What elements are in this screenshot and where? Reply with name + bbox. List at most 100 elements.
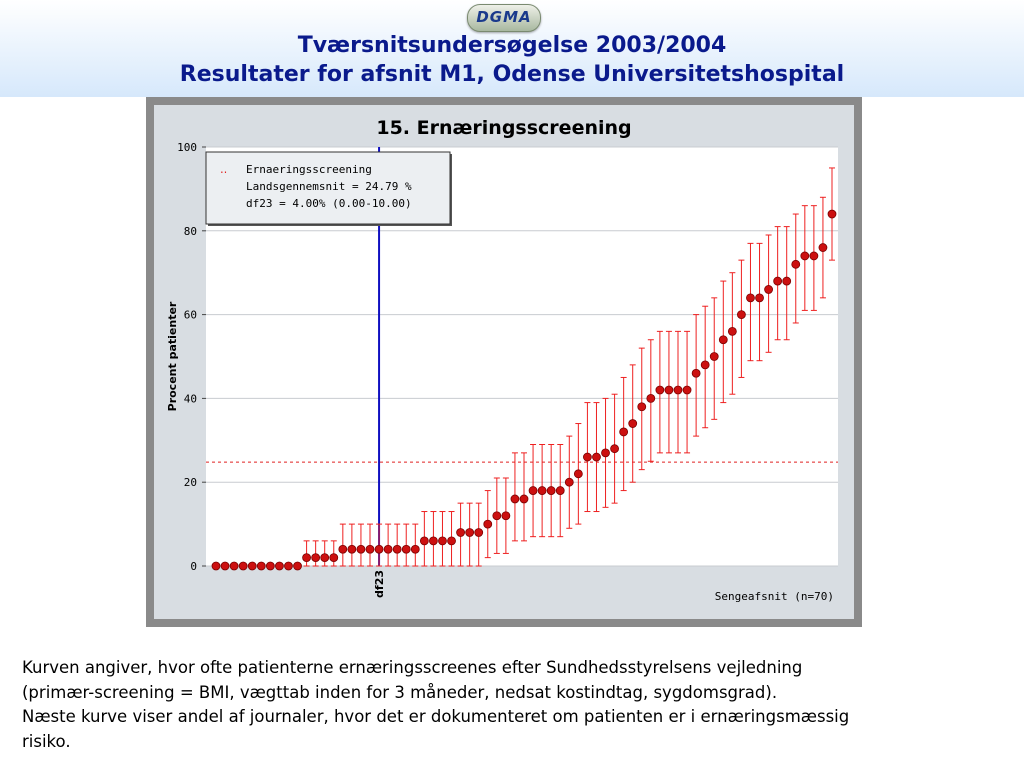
data-point	[456, 528, 465, 537]
dgma-logo: DGMA	[467, 4, 541, 32]
caption: Kurven angiver, hvor ofte patienterne er…	[22, 656, 1022, 754]
data-point	[809, 251, 819, 261]
data-point	[773, 276, 783, 286]
caption-line-4: risiko.	[22, 731, 71, 751]
y-tick-label: 80	[184, 225, 197, 238]
data-point	[782, 276, 792, 286]
data-point	[746, 293, 755, 303]
data-point	[374, 544, 384, 554]
data-point	[419, 536, 429, 546]
data-point	[220, 561, 230, 571]
data-point	[492, 511, 502, 521]
data-point	[519, 494, 529, 504]
data-point	[383, 544, 393, 554]
data-point	[546, 486, 556, 495]
data-point	[410, 544, 420, 554]
data-point	[664, 385, 674, 395]
data-point	[818, 243, 828, 252]
legend-dotted-marker: ․․	[220, 163, 227, 176]
legend: ․․ Ernaeringsscreening Landsgennemsnit =…	[205, 151, 452, 226]
chart-panel: 15. Ernæringsscreening 0 20 40 60 80 100 Proc…	[154, 105, 854, 619]
data-point	[401, 544, 411, 554]
y-tick-label: 0	[190, 560, 197, 573]
legend-df23-text: df23 = 4.00% (0.00-10.00)	[246, 197, 412, 210]
data-point	[247, 561, 257, 571]
data-point	[474, 528, 484, 537]
chart-frame: 15. Ernæringsscreening 0 20 40 60 80 100 Proc…	[146, 97, 862, 627]
data-point	[691, 368, 701, 378]
data-point	[564, 477, 574, 487]
caption-line-1: Kurven angiver, hvor ofte patienterne er…	[22, 658, 803, 677]
legend-series-name: Ernaeringsscreening	[246, 163, 372, 176]
page-subtitle: Resultater for afsnit M1, Odense Univers…	[179, 62, 845, 87]
plot-svg: 0 20 40 60 80 100 Procent patienter Sengeafsn…	[166, 141, 838, 603]
data-point	[238, 561, 248, 571]
data-point	[619, 427, 629, 437]
data-point	[718, 335, 728, 345]
data-point	[265, 561, 275, 571]
data-point	[311, 553, 321, 563]
y-tick-label: 20	[184, 476, 197, 489]
data-point	[528, 486, 538, 495]
data-point	[338, 544, 348, 554]
data-point	[628, 419, 638, 428]
data-point	[365, 544, 375, 554]
data-point	[284, 561, 293, 571]
data-point	[329, 553, 339, 563]
data-point	[755, 293, 764, 303]
data-point	[800, 251, 810, 261]
data-point	[510, 494, 520, 504]
caption-line-3: Næste kurve viser andel af journaler, hv…	[22, 707, 850, 726]
y-axis-ticks: 0 20 40 60 80 100	[177, 141, 206, 573]
data-point	[320, 553, 330, 563]
logo-text: DGMA	[476, 8, 532, 26]
data-point	[501, 511, 511, 521]
data-point	[302, 553, 311, 563]
y-tick-label: 100	[177, 141, 197, 154]
page-title: Tværsnitsundersøgelse 2003/2004	[297, 33, 727, 58]
data-point	[555, 486, 565, 495]
data-point	[429, 536, 438, 546]
data-point	[573, 469, 583, 479]
data-point	[392, 544, 402, 554]
data-point	[727, 326, 737, 336]
data-point	[700, 360, 710, 370]
data-point	[583, 452, 592, 462]
data-point	[465, 528, 475, 537]
data-point	[646, 393, 656, 403]
data-point	[275, 561, 284, 571]
y-tick-label: 40	[184, 392, 197, 405]
data-point	[682, 385, 692, 395]
data-point	[438, 536, 447, 546]
data-point	[211, 561, 221, 571]
data-point	[655, 385, 665, 395]
df23-label: df23	[373, 570, 386, 598]
x-axis-label: Sengeafsnit (n=70)	[715, 590, 834, 603]
data-point	[229, 561, 239, 571]
data-points	[211, 209, 837, 571]
data-point	[764, 285, 773, 294]
legend-box	[205, 151, 451, 225]
data-point	[256, 561, 266, 571]
data-point	[673, 385, 683, 395]
data-point	[827, 209, 837, 219]
data-point	[601, 448, 610, 458]
data-point	[356, 544, 366, 554]
y-tick-label: 60	[184, 309, 197, 322]
caption-line-2: (primær-screening = BMI, vægttab inden f…	[22, 682, 778, 702]
y-axis-label: Procent patienter	[166, 301, 179, 411]
legend-average-text: Landsgennemsnit = 24.79 %	[246, 180, 412, 193]
data-point	[347, 544, 357, 554]
data-point	[709, 352, 719, 361]
data-point	[293, 561, 302, 571]
data-point	[447, 536, 456, 546]
data-point	[483, 519, 493, 529]
data-point	[537, 486, 547, 495]
chart-title: 15. Ernæringsscreening	[376, 117, 632, 139]
header-banner: DGMA Tværsnitsundersøgelse 2003/2004 Res…	[0, 0, 1024, 97]
data-point	[637, 402, 647, 412]
data-point	[737, 310, 746, 320]
data-point	[791, 259, 801, 269]
data-point	[592, 452, 601, 462]
data-point	[610, 444, 619, 454]
